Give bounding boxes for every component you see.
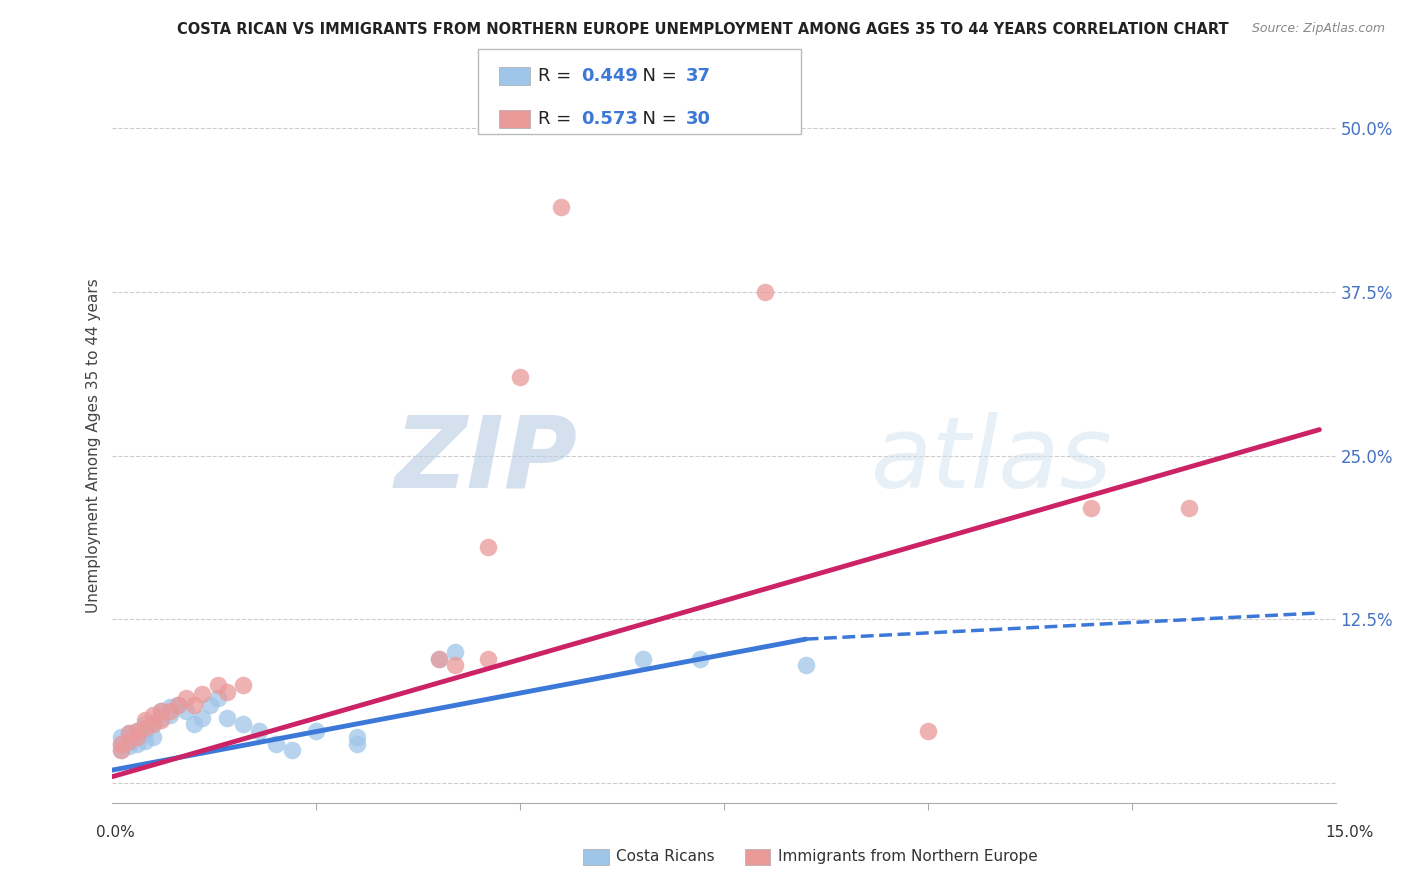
Text: N =: N =: [631, 67, 683, 85]
Text: Source: ZipAtlas.com: Source: ZipAtlas.com: [1251, 22, 1385, 36]
Point: [118, 734, 141, 748]
Point: [166, 698, 188, 712]
Point: [191, 687, 214, 701]
Point: [134, 714, 156, 728]
Point: [159, 700, 181, 714]
Point: [134, 726, 156, 740]
Point: [689, 652, 711, 666]
Point: [125, 731, 148, 745]
Point: [142, 717, 165, 731]
Point: [125, 731, 148, 745]
Y-axis label: Unemployment Among Ages 35 to 44 years: Unemployment Among Ages 35 to 44 years: [86, 278, 101, 614]
Point: [215, 711, 238, 725]
Point: [631, 652, 654, 666]
Point: [125, 737, 148, 751]
Point: [125, 723, 148, 738]
Text: 0.573: 0.573: [581, 110, 637, 128]
Point: [550, 200, 572, 214]
Point: [444, 658, 467, 673]
Point: [264, 737, 287, 751]
Point: [150, 704, 173, 718]
Point: [183, 717, 205, 731]
Point: [477, 541, 499, 555]
Point: [247, 723, 270, 738]
Point: [118, 726, 141, 740]
Text: 30: 30: [686, 110, 711, 128]
Point: [118, 734, 141, 748]
Point: [159, 704, 181, 718]
Text: 0.449: 0.449: [581, 67, 637, 85]
Text: atlas: atlas: [870, 412, 1112, 508]
Text: N =: N =: [631, 110, 683, 128]
Point: [110, 743, 132, 757]
Point: [215, 684, 238, 698]
Point: [232, 717, 254, 731]
Point: [232, 678, 254, 692]
Point: [110, 737, 132, 751]
Point: [427, 652, 450, 666]
Point: [150, 714, 173, 728]
Point: [183, 698, 205, 712]
Point: [142, 708, 165, 723]
Text: ZIP: ZIP: [394, 412, 578, 508]
Point: [427, 652, 450, 666]
Point: [917, 723, 939, 738]
Point: [150, 704, 173, 718]
Point: [134, 717, 156, 731]
Point: [509, 370, 531, 384]
Point: [346, 737, 368, 751]
Point: [200, 698, 222, 712]
Point: [150, 711, 173, 725]
Point: [1178, 501, 1201, 516]
Point: [118, 739, 141, 754]
Point: [110, 731, 132, 745]
Point: [794, 658, 817, 673]
Point: [110, 737, 132, 751]
Text: Immigrants from Northern Europe: Immigrants from Northern Europe: [778, 849, 1038, 863]
Point: [134, 721, 156, 735]
Point: [281, 743, 304, 757]
Point: [1080, 501, 1102, 516]
Point: [134, 734, 156, 748]
Point: [444, 645, 467, 659]
Point: [142, 731, 165, 745]
Point: [166, 698, 188, 712]
Point: [754, 285, 776, 300]
Text: 15.0%: 15.0%: [1326, 825, 1374, 839]
Point: [207, 691, 229, 706]
Point: [159, 708, 181, 723]
Point: [305, 723, 328, 738]
Text: Costa Ricans: Costa Ricans: [616, 849, 714, 863]
Text: R =: R =: [538, 110, 578, 128]
Point: [110, 743, 132, 757]
Point: [207, 678, 229, 692]
Point: [142, 717, 165, 731]
Text: R =: R =: [538, 67, 578, 85]
Point: [125, 723, 148, 738]
Point: [174, 704, 197, 718]
Point: [191, 711, 214, 725]
Point: [346, 731, 368, 745]
Point: [477, 652, 499, 666]
Point: [118, 726, 141, 740]
Point: [174, 691, 197, 706]
Text: 0.0%: 0.0%: [96, 825, 135, 839]
Text: COSTA RICAN VS IMMIGRANTS FROM NORTHERN EUROPE UNEMPLOYMENT AMONG AGES 35 TO 44 : COSTA RICAN VS IMMIGRANTS FROM NORTHERN …: [177, 22, 1229, 37]
Text: 37: 37: [686, 67, 711, 85]
